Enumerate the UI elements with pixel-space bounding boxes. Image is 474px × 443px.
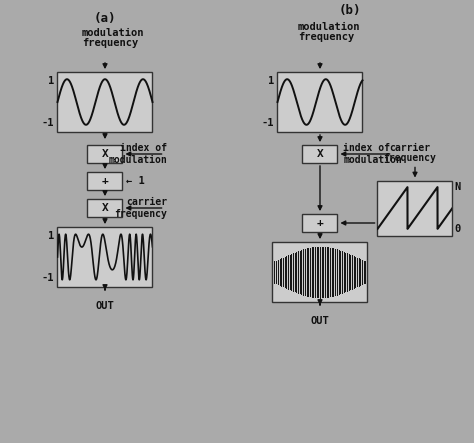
Text: carrier: carrier	[127, 197, 167, 207]
Text: -1: -1	[42, 118, 55, 128]
Text: index of: index of	[120, 143, 167, 153]
Text: frequency: frequency	[383, 152, 437, 163]
Bar	[377, 180, 453, 236]
Bar	[302, 214, 337, 232]
Text: -1: -1	[42, 273, 55, 283]
Text: ← 1: ← 1	[127, 176, 145, 186]
Text: X: X	[101, 203, 109, 213]
Text: (a): (a)	[94, 12, 116, 25]
Text: modulation: modulation	[109, 155, 167, 165]
Bar	[88, 145, 122, 163]
Text: 1: 1	[48, 231, 55, 241]
Text: carrier: carrier	[390, 143, 430, 152]
Bar	[277, 72, 363, 132]
Text: modulation: modulation	[82, 28, 145, 38]
Text: (b): (b)	[339, 4, 361, 17]
Text: modulation: modulation	[344, 155, 402, 165]
Bar	[302, 145, 337, 163]
Text: +: +	[101, 176, 109, 186]
Text: X: X	[101, 149, 109, 159]
Text: frequency: frequency	[115, 209, 167, 219]
Bar	[273, 242, 367, 302]
Text: +: +	[317, 218, 323, 228]
Text: frequency: frequency	[298, 32, 354, 42]
Text: OUT: OUT	[310, 316, 329, 326]
Bar	[57, 227, 153, 287]
Text: X: X	[317, 149, 323, 159]
Text: -1: -1	[262, 118, 274, 128]
Bar	[57, 72, 153, 132]
Text: 0: 0	[455, 224, 461, 234]
Text: modulation: modulation	[298, 22, 361, 32]
Bar	[88, 172, 122, 190]
Text: 1: 1	[48, 76, 55, 86]
Text: frequency: frequency	[82, 38, 138, 48]
Text: 1: 1	[268, 76, 274, 86]
Text: N: N	[455, 182, 461, 192]
Bar	[88, 199, 122, 217]
Text: OUT: OUT	[96, 301, 114, 311]
Text: index of: index of	[344, 143, 391, 153]
